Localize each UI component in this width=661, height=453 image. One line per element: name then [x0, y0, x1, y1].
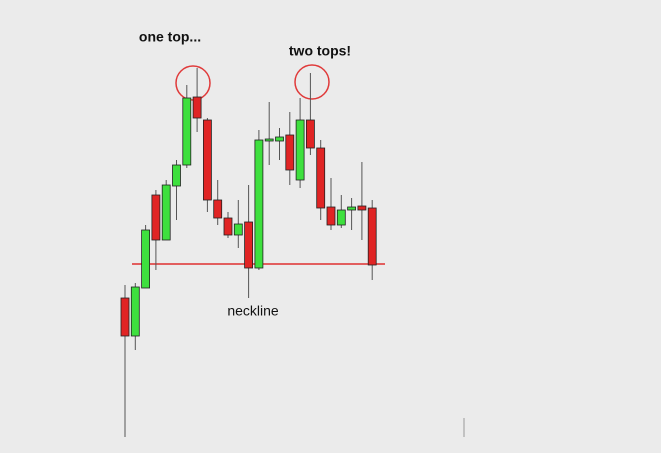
- candle-body: [151, 194, 161, 241]
- candle-body: [223, 217, 233, 236]
- annotation: two tops!: [289, 43, 351, 59]
- candle-body: [295, 119, 305, 181]
- candle-body: [254, 139, 264, 269]
- candle-body: [141, 229, 151, 289]
- candle-body: [130, 286, 140, 337]
- candle-body: [244, 221, 254, 269]
- candle-body: [233, 223, 243, 236]
- candle-body: [264, 138, 274, 142]
- candle-body: [285, 134, 295, 171]
- candle-body: [336, 209, 346, 226]
- candle-body: [347, 206, 357, 211]
- candle-body: [213, 199, 223, 219]
- candle-body: [357, 205, 367, 211]
- candle-body: [305, 119, 315, 149]
- candle-body: [182, 97, 192, 166]
- annotation: one top...: [139, 29, 201, 45]
- candle-body: [192, 96, 202, 119]
- candle-body: [367, 207, 377, 266]
- candle-body: [161, 184, 171, 241]
- candle-body: [316, 147, 326, 209]
- candle-body: [326, 206, 336, 226]
- candle-body: [172, 164, 181, 187]
- candle-body: [275, 136, 284, 142]
- candle-body: [202, 119, 212, 201]
- highlight-circle: [294, 64, 330, 100]
- candle-body: [120, 297, 130, 337]
- neckline-label: neckline: [227, 303, 279, 319]
